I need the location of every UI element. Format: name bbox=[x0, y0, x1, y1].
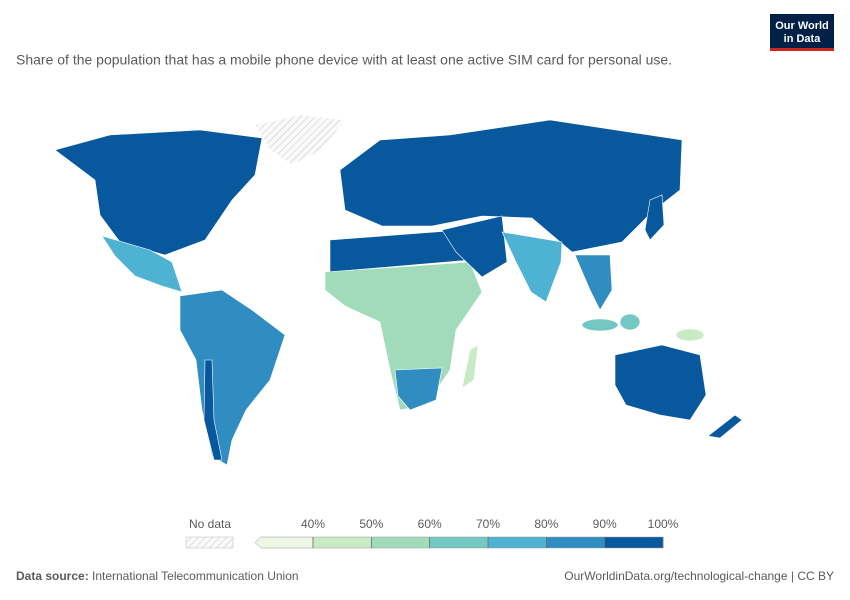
middle-east[interactable] bbox=[441, 215, 508, 278]
legend-bin bbox=[371, 536, 430, 549]
chile[interactable] bbox=[203, 359, 223, 461]
legend-bin bbox=[487, 536, 547, 549]
map bbox=[54, 114, 743, 466]
logo-text: Our World bbox=[775, 20, 829, 32]
south-america[interactable] bbox=[179, 289, 286, 466]
logo-underline bbox=[770, 48, 834, 51]
new-guinea[interactable] bbox=[675, 328, 705, 342]
central-america[interactable] bbox=[101, 235, 183, 293]
legend-tick-label: 80% bbox=[534, 517, 558, 531]
indonesia[interactable] bbox=[581, 318, 619, 332]
source: International Telecommunication Union bbox=[92, 569, 299, 583]
no-data-swatch bbox=[185, 536, 234, 549]
url[interactable]: OurWorldinData.org/technological-change … bbox=[564, 569, 834, 583]
north-africa[interactable] bbox=[329, 229, 471, 273]
south-asia[interactable] bbox=[501, 231, 563, 303]
logo-text: in Data bbox=[784, 33, 822, 45]
legend-tick-label: 100% bbox=[648, 517, 679, 531]
legend-tick-label: 70% bbox=[476, 517, 500, 531]
new-zealand[interactable] bbox=[707, 414, 743, 439]
legend-bin bbox=[604, 536, 664, 549]
madagascar[interactable] bbox=[461, 344, 479, 389]
legend-tick-label: 50% bbox=[359, 517, 383, 531]
borneo[interactable] bbox=[619, 313, 641, 331]
greenland[interactable] bbox=[254, 114, 346, 166]
no-data-label: No data bbox=[189, 517, 231, 531]
legend-tick-label: 40% bbox=[301, 517, 325, 531]
japan[interactable] bbox=[644, 194, 665, 241]
legend-bin bbox=[254, 536, 314, 549]
legend: No data 40% 50% 60% 70% 80% 90% 100% bbox=[185, 517, 679, 549]
australia[interactable] bbox=[614, 344, 707, 421]
north-america[interactable] bbox=[54, 129, 263, 256]
southeast-asia[interactable] bbox=[574, 254, 613, 311]
legend-tick-label: 90% bbox=[593, 517, 617, 531]
eurasia[interactable] bbox=[339, 119, 683, 253]
legend-bin bbox=[312, 536, 372, 549]
legend-bin bbox=[546, 536, 605, 549]
southern-africa[interactable] bbox=[394, 367, 443, 411]
legend-tick-label: 60% bbox=[418, 517, 442, 531]
legend-bin bbox=[429, 536, 489, 549]
logo-box[interactable] bbox=[770, 14, 834, 50]
source-label: Data source: bbox=[16, 569, 89, 583]
subtitle: Share of the population that has a mobil… bbox=[16, 52, 672, 68]
